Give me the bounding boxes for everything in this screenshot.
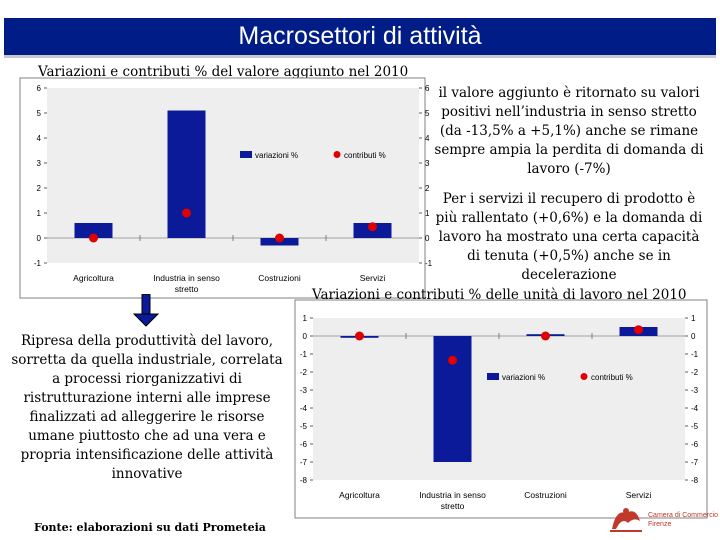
chart2-bar <box>526 334 565 336</box>
chart2-plot-area <box>313 318 685 480</box>
chart2-point <box>541 331 550 341</box>
chart1-category-label-2: stretto <box>175 284 199 294</box>
source-note: Fonte: elaborazioni su dati Prometeia <box>34 521 266 534</box>
chart2-ytick-right-label: -1 <box>691 350 699 359</box>
chart2-point <box>634 325 643 335</box>
down-arrow-icon <box>132 294 160 327</box>
chart2-point <box>448 355 457 365</box>
chart2-ytick-left-label: -2 <box>300 368 308 377</box>
chart2-ytick-right-label: -6 <box>691 440 699 449</box>
left-paragraph: Ripresa della produttività del lavoro, s… <box>11 333 283 482</box>
chart1-legend-bar-label: variazioni % <box>255 151 298 160</box>
chart1-ytick-left-label: 2 <box>37 184 42 193</box>
chart2-bar <box>433 336 472 462</box>
chart2-legend-point-label: contributi % <box>591 373 633 382</box>
chart2-ytick-right-label: 0 <box>691 332 696 341</box>
chart2-ytick-left-label: -6 <box>300 440 308 449</box>
chart1-plot-area <box>47 88 419 263</box>
title-box: Macrosettori di attività <box>4 18 716 58</box>
chart1-bar <box>260 238 299 246</box>
chart2-category-label: Agricoltura <box>339 490 380 500</box>
chart2-category-label: Servizi <box>626 490 652 500</box>
chart1-ytick-left-label: 5 <box>37 109 42 118</box>
chart1-ytick-left-label: -1 <box>34 259 42 268</box>
chart1-ytick-left-label: 6 <box>37 84 42 93</box>
chart2-ytick-right-label: -2 <box>691 368 699 377</box>
chart2-ytick-left-label: -4 <box>300 404 308 413</box>
chart2-legend-point-swatch <box>580 373 588 380</box>
right-paragraph-1: il valore aggiunto è ritornato su valori… <box>434 85 704 177</box>
chart1-point <box>182 208 191 218</box>
chart2-legend-bar-swatch <box>487 373 499 380</box>
chart2-ytick-left-label: -3 <box>300 386 308 395</box>
chart1-frame <box>19 77 426 299</box>
chart2-ytick-right-label: 1 <box>691 314 696 323</box>
chart2-ytick-left-label: -1 <box>300 350 308 359</box>
chart2-ytick-right-label: -4 <box>691 404 699 413</box>
logo-line-2: Firenze <box>648 521 672 528</box>
chart2-ytick-right-label: -3 <box>691 386 699 395</box>
chart1-ytick-left-label: 3 <box>37 159 42 168</box>
chart1-bar <box>353 223 392 238</box>
chart2-category-label: Costruzioni <box>524 490 567 500</box>
chart1-legend-bar-swatch <box>240 151 252 158</box>
chart1-legend-point-label: contributi % <box>344 151 386 160</box>
chart1-ytick-left-label: 0 <box>37 234 42 243</box>
chart2-title: Variazioni e contributi % delle unità di… <box>312 287 687 303</box>
chart2-ytick-left-label: 1 <box>303 314 308 323</box>
chart1-category-label: Costruzioni <box>258 273 301 283</box>
chart1-ytick-left-label: 4 <box>37 134 42 143</box>
right-paragraph-2: Per i servizi il recupero di prodotto è … <box>435 191 703 283</box>
chart1-legend-point-swatch <box>333 151 341 158</box>
chamber-logo-icon <box>610 508 642 532</box>
chart1-bar <box>74 223 113 238</box>
chart2-ytick-right-label: -7 <box>691 458 699 467</box>
chart1-category-label: Industria in senso <box>153 273 220 283</box>
chart2-ytick-right-label: -8 <box>691 476 699 485</box>
chart2-ytick-left-label: -8 <box>300 476 308 485</box>
chart2-legend-bar-label: variazioni % <box>502 373 545 382</box>
chart1-title: Variazioni e contributi % del valore agg… <box>38 64 409 80</box>
chart1-category-label: Agricoltura <box>73 273 114 283</box>
chart2-ytick-left-label: -7 <box>300 458 308 467</box>
chart1-category-label: Servizi <box>360 273 386 283</box>
chart1-ytick-left-label: 1 <box>37 209 42 218</box>
chart1-bar <box>167 110 206 238</box>
page-title: Macrosettori di attività <box>238 22 482 50</box>
chart2-ytick-right-label: -5 <box>691 422 699 431</box>
chart2-category-label-2: stretto <box>441 501 465 511</box>
logo-text: Camera di Commercio Firenze <box>648 511 718 529</box>
chart2-category-label: Industria in senso <box>419 490 486 500</box>
chart2-bar <box>619 327 658 336</box>
chart2-ytick-left-label: 0 <box>303 332 308 341</box>
chart2-bar <box>340 336 379 338</box>
title-bar: Macrosettori di attività <box>0 0 720 58</box>
chart2-ytick-left-label: -5 <box>300 422 308 431</box>
chart1-point <box>89 233 98 243</box>
chart1-point <box>275 233 284 243</box>
logo-line-1: Camera di Commercio <box>648 512 719 519</box>
chart1-point <box>368 222 377 232</box>
chart2-point <box>355 331 364 341</box>
chart2-frame <box>294 299 708 519</box>
